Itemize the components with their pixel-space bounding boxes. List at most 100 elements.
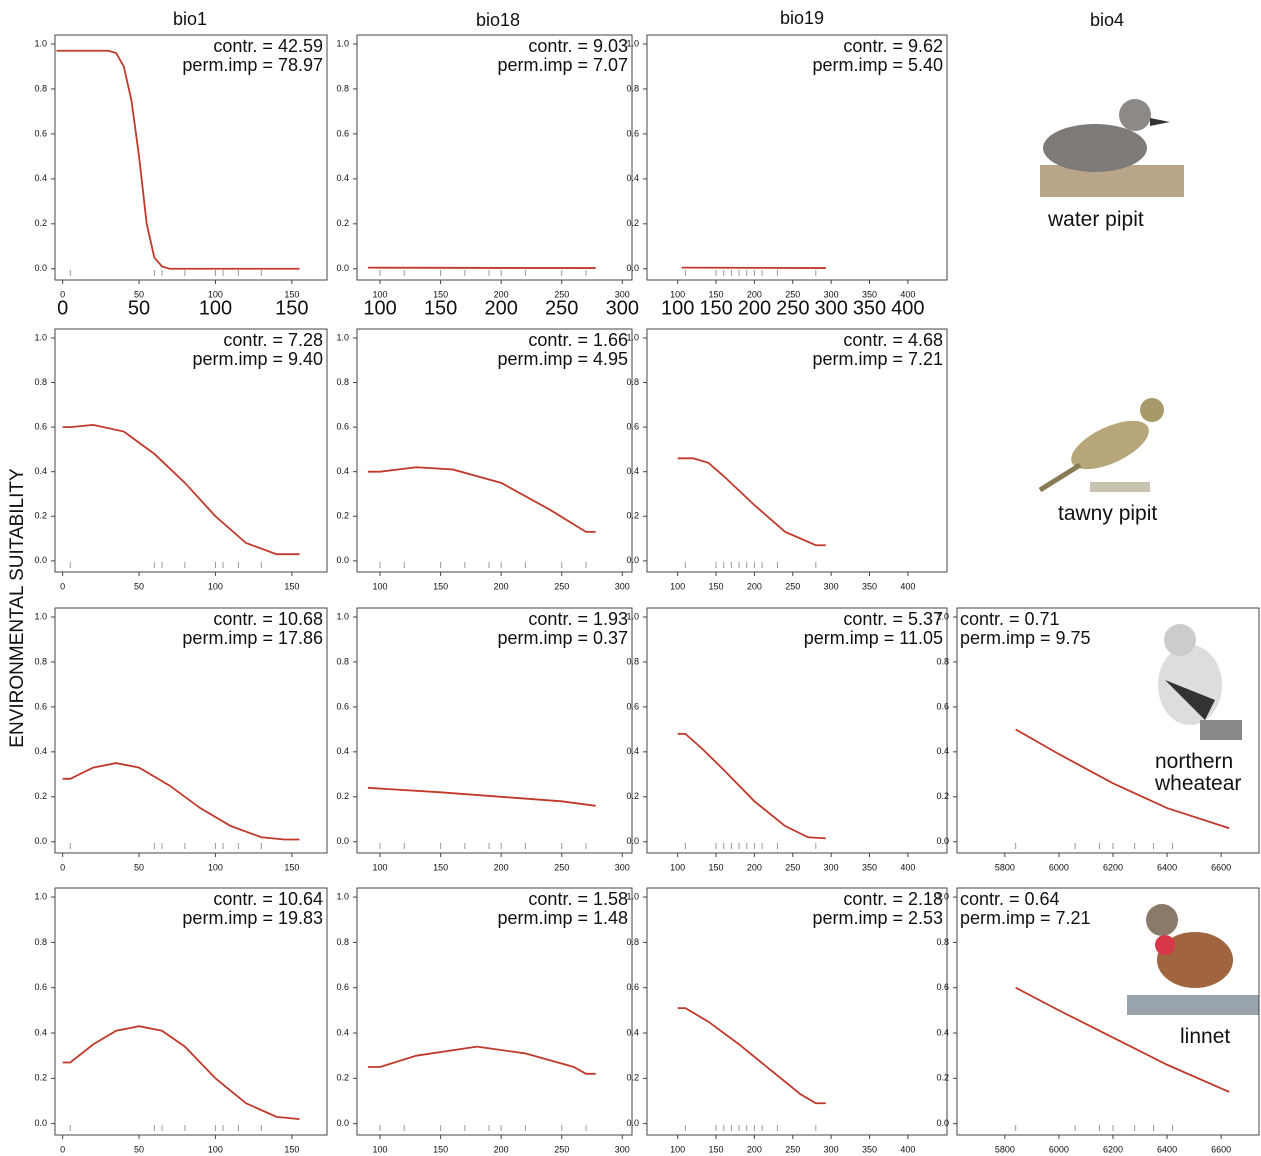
y-tick-label: 0.8 <box>336 377 349 387</box>
annotation: contr. = 4.68 <box>843 330 943 350</box>
annotation: perm.imp = 4.95 <box>497 349 628 369</box>
x-tick-label: 6400 <box>1157 862 1177 872</box>
species-label: northern wheatear <box>1155 751 1255 795</box>
y-tick-label: 0.8 <box>34 83 47 93</box>
x-tick-label: 100 <box>670 862 685 872</box>
x-tick-label: 150 <box>433 1144 448 1154</box>
x-tick-label: 150 <box>709 581 724 591</box>
x-tick-label: 300 <box>824 581 839 591</box>
column-title: bio1 <box>173 9 207 29</box>
species-label: linnet <box>1180 1026 1230 1048</box>
x-tick-label: 5800 <box>995 862 1015 872</box>
x-tick-label-large: 200 <box>484 297 517 319</box>
y-axis-label: ENVIRONMENTAL SUITABILITY <box>7 468 28 748</box>
x-tick-label: 150 <box>284 581 299 591</box>
bird-illustration <box>1158 624 1242 740</box>
y-tick-label: 0.0 <box>626 836 639 846</box>
x-tick-label: 250 <box>554 581 569 591</box>
x-tick-label: 200 <box>747 862 762 872</box>
x-tick-label: 250 <box>785 862 800 872</box>
y-tick-label: 0.6 <box>936 982 949 992</box>
y-tick-label: 0.2 <box>626 791 639 801</box>
y-tick-label: 0.2 <box>336 511 349 521</box>
x-tick-label: 100 <box>373 581 388 591</box>
column-title: bio4 <box>1090 10 1124 30</box>
x-tick-label: 200 <box>747 581 762 591</box>
y-tick-label: 0.0 <box>626 555 639 565</box>
y-tick-label: 0.8 <box>336 937 349 947</box>
y-tick-label: 0.2 <box>626 1073 639 1083</box>
y-tick-label: 0.0 <box>336 1118 349 1128</box>
x-tick-label: 300 <box>615 1144 630 1154</box>
annotation: contr. = 9.62 <box>843 36 943 56</box>
y-tick-label: 0.0 <box>34 1118 47 1128</box>
y-tick-label: 1.0 <box>34 611 47 621</box>
response-curve <box>368 467 596 532</box>
y-tick-label: 1.0 <box>336 891 349 901</box>
x-tick-label: 100 <box>208 1144 223 1154</box>
y-tick-label: 0.2 <box>34 218 47 228</box>
y-tick-label: 0.2 <box>336 218 349 228</box>
y-tick-label: 0.0 <box>336 836 349 846</box>
x-tick-label: 150 <box>284 1144 299 1154</box>
x-tick-label: 200 <box>494 1144 509 1154</box>
annotation: contr. = 5.37 <box>843 609 943 629</box>
x-tick-label: 5800 <box>995 1144 1015 1154</box>
y-tick-label: 1.0 <box>936 891 949 901</box>
y-tick-label: 0.8 <box>34 937 47 947</box>
x-tick-label: 400 <box>900 581 915 591</box>
y-tick-label: 1.0 <box>626 332 639 342</box>
x-tick-label: 100 <box>373 862 388 872</box>
x-tick-label: 100 <box>670 581 685 591</box>
response-curve <box>678 458 826 545</box>
y-tick-label: 0.0 <box>336 263 349 273</box>
x-tick-label: 150 <box>433 862 448 872</box>
annotation: perm.imp = 5.40 <box>812 55 943 75</box>
bird-illustration <box>1127 904 1259 1015</box>
y-tick-label: 0.8 <box>34 656 47 666</box>
species-label: tawny pipit <box>1058 503 1157 525</box>
x-tick-label-large: 250 <box>545 297 578 319</box>
y-tick-label: 0.8 <box>936 656 949 666</box>
annotation: contr. = 1.93 <box>528 609 628 629</box>
chart: bio1 bio18 bio19 bio4 ENVIRONMENTAL SUIT… <box>0 0 1261 1156</box>
x-tick-label: 50 <box>134 862 144 872</box>
y-tick-label: 0.2 <box>936 1073 949 1083</box>
x-tick-label: 6000 <box>1049 1144 1069 1154</box>
y-tick-label: 0.8 <box>936 937 949 947</box>
y-tick-label: 0.8 <box>626 656 639 666</box>
y-tick-label: 0.4 <box>336 466 349 476</box>
y-tick-label: 1.0 <box>336 611 349 621</box>
response-curve <box>63 1026 300 1119</box>
x-tick-label-large: 200 <box>738 297 771 319</box>
y-tick-label: 0.6 <box>336 128 349 138</box>
annotation: contr. = 7.28 <box>223 330 323 350</box>
annotation: perm.imp = 0.37 <box>497 628 628 648</box>
response-curve <box>57 51 300 269</box>
x-tick-label: 300 <box>824 862 839 872</box>
y-tick-label: 0.8 <box>626 377 639 387</box>
x-tick-label: 6200 <box>1103 1144 1123 1154</box>
x-tick-label: 250 <box>785 581 800 591</box>
y-tick-label: 1.0 <box>34 38 47 48</box>
figure: bio1 bio18 bio19 bio4 ENVIRONMENTAL SUIT… <box>0 0 1261 1156</box>
x-tick-label: 6600 <box>1211 1144 1231 1154</box>
species-label: water pipit <box>1048 209 1144 231</box>
response-curve <box>63 763 300 839</box>
y-tick-label: 0.2 <box>34 1073 47 1083</box>
y-tick-label: 0.2 <box>626 218 639 228</box>
x-tick-label: 200 <box>494 581 509 591</box>
y-tick-label: 0.4 <box>336 1027 349 1037</box>
y-tick-label: 0.4 <box>936 746 949 756</box>
x-tick-label: 200 <box>494 862 509 872</box>
response-curve <box>368 788 596 806</box>
y-tick-label: 1.0 <box>936 611 949 621</box>
x-tick-label: 100 <box>670 1144 685 1154</box>
response-curve <box>63 425 300 554</box>
x-tick-label-large: 300 <box>606 297 639 319</box>
x-tick-label-large: 250 <box>776 297 809 319</box>
response-curve <box>678 1008 826 1103</box>
x-tick-label: 0 <box>60 581 65 591</box>
annotation: perm.imp = 78.97 <box>182 55 323 75</box>
x-tick-label: 400 <box>900 1144 915 1154</box>
